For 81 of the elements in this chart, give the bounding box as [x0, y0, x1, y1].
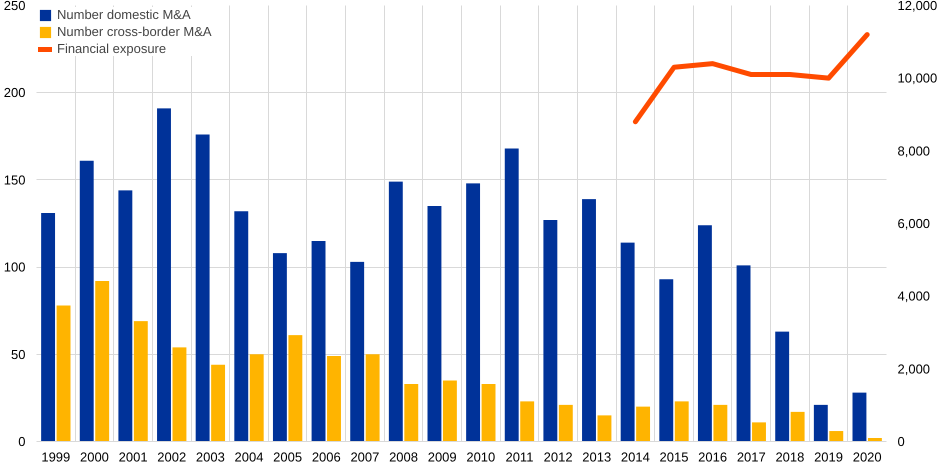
x-tick-label: 2006 [312, 450, 341, 464]
y-tick-label: 50 [11, 346, 26, 362]
bar [442, 380, 457, 442]
bar [80, 160, 94, 442]
x-tick-label: 2010 [466, 450, 496, 464]
x-tick-label: 2013 [582, 450, 612, 464]
x-tick-label: 2017 [736, 450, 766, 464]
bar [327, 356, 341, 442]
y2-tick-label: 0 [898, 434, 905, 449]
bar [312, 240, 326, 442]
bar [466, 183, 480, 442]
bar [234, 211, 248, 442]
x-tick-label: 2014 [620, 450, 650, 464]
bar [56, 305, 70, 442]
bar [428, 206, 442, 442]
bar [250, 354, 264, 442]
x-tick-label: 2002 [157, 450, 186, 464]
bar [157, 108, 171, 442]
bar [598, 415, 612, 442]
x-tick-label: 2001 [118, 450, 148, 464]
bar [288, 335, 302, 442]
y-tick-label: 100 [4, 260, 26, 275]
y2-tick-label: 2,000 [898, 361, 930, 376]
y-tick-label: 150 [4, 172, 26, 188]
x-tick-label: 2018 [775, 450, 804, 464]
x-tick-label: 2020 [852, 450, 882, 464]
bar [852, 392, 866, 442]
bar [829, 431, 844, 442]
x-tick-label: 2003 [196, 450, 225, 464]
x-tick-label: 2019 [814, 450, 844, 464]
legend-label: Number cross-border M&A [57, 24, 212, 39]
y2-tick-label: 4,000 [898, 288, 930, 304]
x-tick-label: 2009 [428, 450, 457, 464]
y-tick-label: 200 [4, 85, 26, 100]
legend-label: Financial exposure [57, 41, 166, 56]
bar [272, 253, 287, 442]
bar [698, 225, 712, 442]
bar [520, 401, 534, 442]
bar [558, 404, 573, 442]
bar [775, 332, 790, 442]
x-tick-label: 1999 [41, 450, 70, 464]
y2-tick-label: 12,000 [898, 0, 938, 13]
bar [404, 384, 418, 442]
x-tick-label: 2005 [273, 450, 302, 464]
x-tick-label: 2011 [505, 450, 534, 464]
x-tick-label: 2000 [80, 450, 109, 464]
x-tick-label: 2016 [698, 450, 728, 464]
bar [95, 281, 110, 442]
bar [790, 412, 805, 442]
bar [134, 321, 148, 442]
bar [366, 354, 380, 442]
y2-tick-label: 8,000 [898, 143, 930, 158]
x-tick-label: 2007 [350, 450, 380, 464]
bar [752, 422, 766, 442]
bar [620, 242, 635, 442]
y2-tick-label: 10,000 [898, 70, 938, 86]
bar [582, 199, 596, 442]
bar [41, 213, 56, 442]
bar [172, 347, 186, 442]
bar [482, 384, 496, 442]
bar [736, 265, 750, 442]
y2-tick-label: 6,000 [898, 216, 930, 231]
bar [543, 220, 558, 442]
y-tick-label: 250 [4, 0, 26, 13]
legend-label: Number domestic M&A [57, 7, 191, 22]
x-tick-label: 2015 [660, 450, 688, 464]
x-tick-label: 2008 [389, 450, 418, 464]
bar [636, 406, 650, 442]
bar [211, 364, 226, 442]
x-tick-label: 2004 [234, 450, 264, 464]
y-tick-label: 0 [18, 434, 26, 449]
bar [118, 190, 132, 442]
bar [814, 404, 828, 442]
bar [350, 262, 364, 442]
bar [504, 148, 519, 442]
bar [659, 279, 674, 442]
bar [388, 182, 403, 442]
bar [713, 404, 728, 442]
bar [196, 134, 210, 442]
bar [674, 401, 689, 442]
x-tick-label: 2012 [544, 450, 573, 464]
